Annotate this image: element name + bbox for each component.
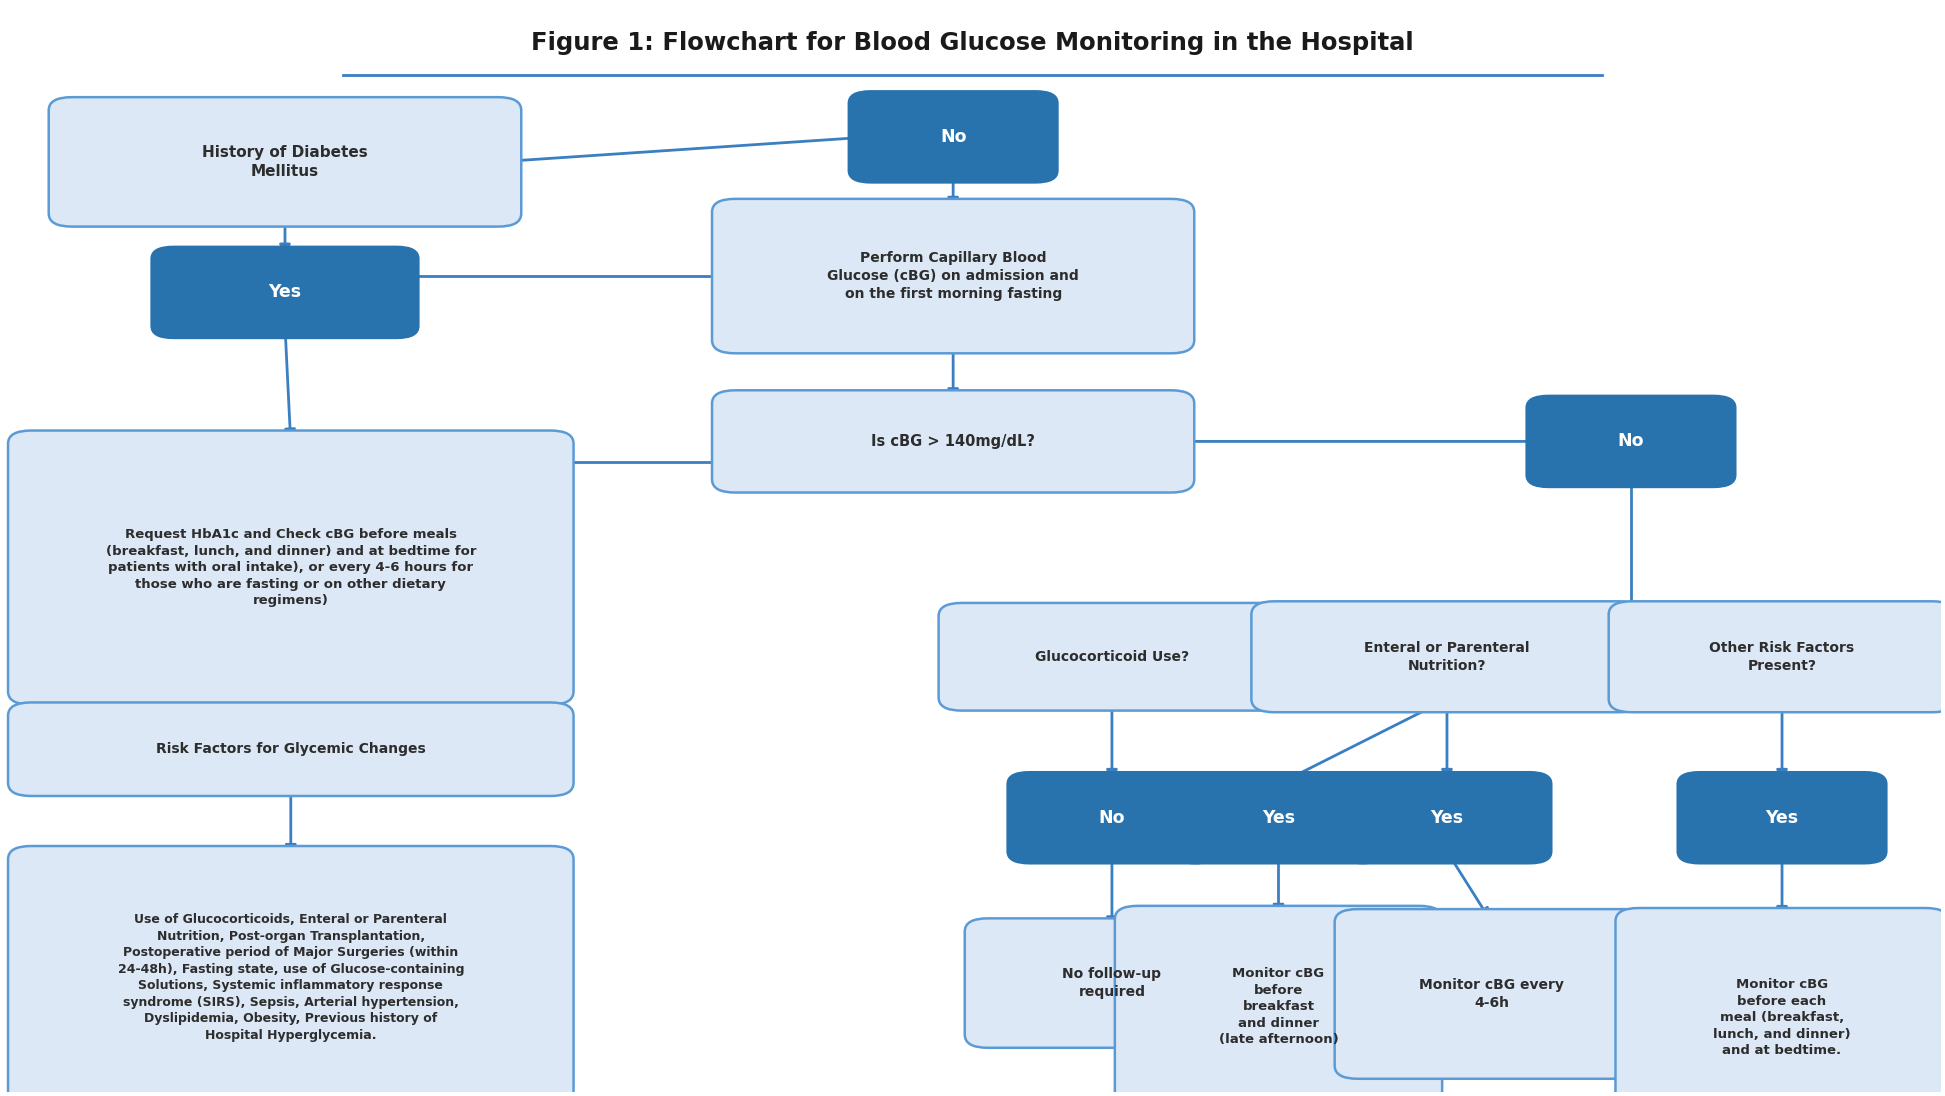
Text: Monitor cBG every
4-6h: Monitor cBG every 4-6h [1420, 978, 1564, 1009]
FancyBboxPatch shape [1251, 602, 1644, 712]
FancyBboxPatch shape [1609, 602, 1945, 712]
FancyBboxPatch shape [1173, 770, 1385, 865]
Text: Glucocorticoid Use?: Glucocorticoid Use? [1035, 650, 1188, 664]
Text: Figure 1: Flowchart for Blood Glucose Monitoring in the Hospital: Figure 1: Flowchart for Blood Glucose Mo… [531, 32, 1414, 56]
Text: Risk Factors for Glycemic Changes: Risk Factors for Glycemic Changes [156, 742, 426, 756]
FancyBboxPatch shape [712, 198, 1194, 353]
Text: Request HbA1c and Check cBG before meals
(breakfast, lunch, and dinner) and at b: Request HbA1c and Check cBG before meals… [105, 528, 477, 607]
FancyBboxPatch shape [848, 90, 1058, 184]
Text: No follow-up
required: No follow-up required [1062, 967, 1161, 998]
FancyBboxPatch shape [49, 98, 521, 227]
FancyBboxPatch shape [1342, 770, 1552, 865]
FancyBboxPatch shape [1334, 909, 1649, 1078]
FancyBboxPatch shape [150, 246, 420, 339]
FancyBboxPatch shape [8, 431, 574, 705]
Text: History of Diabetes
Mellitus: History of Diabetes Mellitus [202, 145, 368, 179]
FancyBboxPatch shape [1616, 907, 1945, 1096]
FancyBboxPatch shape [1525, 395, 1737, 488]
FancyBboxPatch shape [1114, 905, 1441, 1096]
Text: No: No [939, 128, 967, 146]
FancyBboxPatch shape [1006, 770, 1218, 865]
Text: No: No [1618, 433, 1644, 450]
Text: Is cBG > 140mg/dL?: Is cBG > 140mg/dL? [871, 434, 1035, 449]
FancyBboxPatch shape [712, 390, 1194, 492]
Text: Other Risk Factors
Present?: Other Risk Factors Present? [1710, 641, 1856, 673]
Text: Yes: Yes [1262, 809, 1295, 826]
FancyBboxPatch shape [939, 603, 1286, 710]
Text: No: No [1099, 809, 1126, 826]
Text: Yes: Yes [1430, 809, 1463, 826]
Text: Yes: Yes [1766, 809, 1799, 826]
Text: Monitor cBG
before each
meal (breakfast,
lunch, and dinner)
and at bedtime.: Monitor cBG before each meal (breakfast,… [1714, 979, 1852, 1058]
FancyBboxPatch shape [8, 703, 574, 796]
Text: Enteral or Parenteral
Nutrition?: Enteral or Parenteral Nutrition? [1363, 641, 1529, 673]
FancyBboxPatch shape [1677, 770, 1887, 865]
Text: Monitor cBG
before
breakfast
and dinner
(late afternoon): Monitor cBG before breakfast and dinner … [1220, 968, 1338, 1047]
FancyBboxPatch shape [8, 846, 574, 1096]
Text: Perform Capillary Blood
Glucose (cBG) on admission and
on the first morning fast: Perform Capillary Blood Glucose (cBG) on… [827, 251, 1079, 301]
Text: Use of Glucocorticoids, Enteral or Parenteral
Nutrition, Post-organ Transplantat: Use of Glucocorticoids, Enteral or Paren… [117, 913, 465, 1042]
FancyBboxPatch shape [965, 918, 1258, 1048]
Text: Yes: Yes [268, 284, 301, 301]
